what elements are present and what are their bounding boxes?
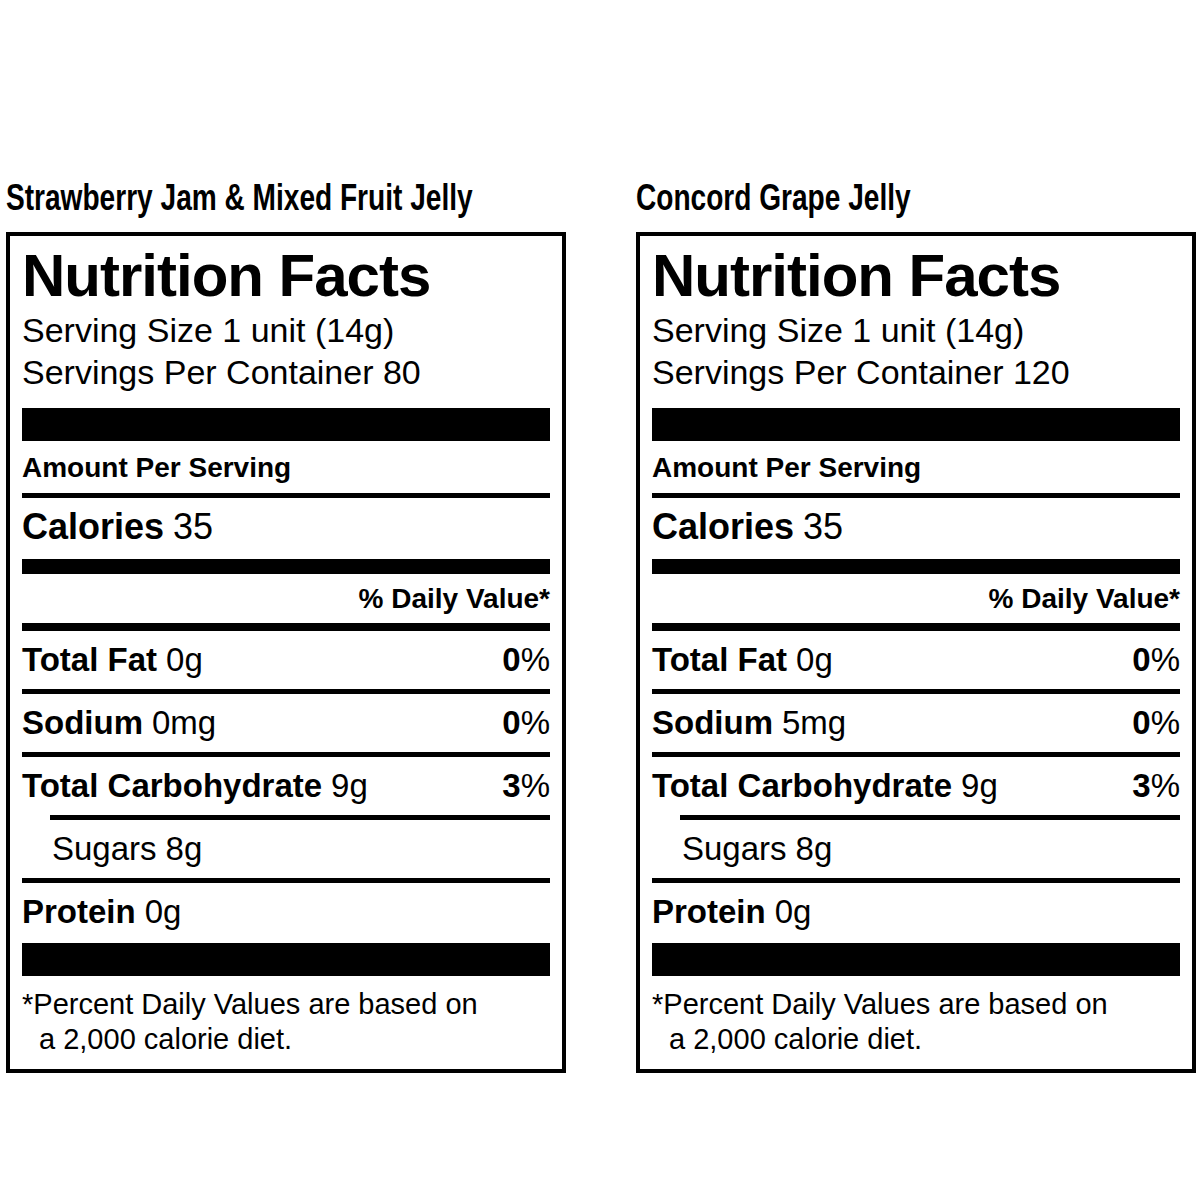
nutrient-percent: 3 (1132, 767, 1150, 804)
separator-bar-thick (652, 943, 1180, 976)
nutrient-amount: 0g (775, 893, 812, 930)
nutrient-name: Sodium (22, 704, 143, 741)
nutrient-name: Sugars (682, 830, 787, 867)
nutrient-percent-cell: 3% (1132, 767, 1180, 805)
amount-per-serving-label: Amount Per Serving (652, 441, 1180, 493)
nutrient-amount: 0g (796, 641, 833, 678)
footnote-line: *Percent Daily Values are based on (22, 987, 550, 1022)
nutrient-cell: Protein0g (652, 893, 811, 931)
servings-per-container-text: Servings Per Container 120 (652, 351, 1180, 394)
serving-size-text: Serving Size 1 unit (14g) (652, 309, 1180, 352)
separator-bar-thick (652, 408, 1180, 441)
nutrient-name: Sodium (652, 704, 773, 741)
daily-value-header: % Daily Value* (652, 574, 1180, 623)
nutrient-percent: 3 (502, 767, 520, 804)
nutrient-row-sodium: Sodium0mg 0% (22, 694, 550, 752)
nutrient-amount: 0mg (152, 704, 216, 741)
footnote: *Percent Daily Values are based on a 2,0… (22, 976, 550, 1057)
nutrient-name: Protein (652, 893, 766, 930)
nutrient-name: Total Fat (652, 641, 787, 678)
nutrient-cell: Total Carbohydrate9g (652, 767, 998, 805)
nutrient-row-protein: Protein0g (22, 883, 550, 941)
nutrient-row-total-carbohydrate: Total Carbohydrate9g 3% (652, 757, 1180, 815)
nutrient-cell: Sugars8g (52, 830, 202, 868)
nutrient-cell: Total Fat0g (22, 641, 203, 679)
daily-value-header: % Daily Value* (22, 574, 550, 623)
separator-bar-thick (22, 408, 550, 441)
nutrient-percent: 0 (1132, 641, 1150, 678)
nutrition-facts-heading: Nutrition Facts (652, 244, 1180, 307)
footnote-line: *Percent Daily Values are based on (652, 987, 1180, 1022)
nutrient-percent-cell: 0% (1132, 641, 1180, 679)
nutrition-label: Nutrition Facts Serving Size 1 unit (14g… (636, 232, 1196, 1073)
nutrient-row-sodium: Sodium5mg 0% (652, 694, 1180, 752)
nutrient-row-total-fat: Total Fat0g 0% (652, 631, 1180, 689)
nutrient-cell: Sugars8g (682, 830, 832, 868)
nutrient-amount: 0g (145, 893, 182, 930)
servings-per-container-text: Servings Per Container 80 (22, 351, 550, 394)
labels-container: Strawberry Jam & Mixed Fruit Jelly Nutri… (0, 0, 1200, 1073)
percent-sign: % (1151, 641, 1180, 678)
separator-bar-thick (22, 943, 550, 976)
product-title: Strawberry Jam & Mixed Fruit Jelly (6, 178, 443, 218)
nutrient-percent-cell: 3% (502, 767, 550, 805)
divider (22, 623, 550, 631)
footnote: *Percent Daily Values are based on a 2,0… (652, 976, 1180, 1057)
nutrient-percent-cell: 0% (502, 641, 550, 679)
separator-bar-medium (652, 559, 1180, 574)
calories-value: 35 (173, 506, 213, 547)
nutrient-cell: Sodium0mg (22, 704, 216, 742)
amount-per-serving-label: Amount Per Serving (22, 441, 550, 493)
serving-size-text: Serving Size 1 unit (14g) (22, 309, 550, 352)
calories-label: Calories (652, 506, 794, 547)
nutrient-cell: Sodium5mg (652, 704, 846, 742)
calories-row: Calories35 (22, 498, 550, 559)
calories-label: Calories (22, 506, 164, 547)
percent-sign: % (521, 641, 550, 678)
nutrient-percent-cell: 0% (1132, 704, 1180, 742)
label-column-grape: Concord Grape Jelly Nutrition Facts Serv… (636, 178, 1196, 1073)
calories-row: Calories35 (652, 498, 1180, 559)
nutrient-amount: 0g (166, 641, 203, 678)
nutrient-name: Protein (22, 893, 136, 930)
nutrient-cell: Total Carbohydrate9g (22, 767, 368, 805)
nutrient-row-protein: Protein0g (652, 883, 1180, 941)
nutrient-cell: Total Fat0g (652, 641, 833, 679)
nutrient-amount: 9g (331, 767, 368, 804)
nutrient-amount: 8g (796, 830, 833, 867)
nutrient-row-total-carbohydrate: Total Carbohydrate9g 3% (22, 757, 550, 815)
separator-bar-medium (22, 559, 550, 574)
product-title: Concord Grape Jelly (636, 178, 1073, 218)
nutrient-percent-cell: 0% (502, 704, 550, 742)
nutrient-amount: 5mg (782, 704, 846, 741)
nutrient-percent: 0 (1132, 704, 1150, 741)
nutrient-percent: 0 (502, 641, 520, 678)
percent-sign: % (1151, 704, 1180, 741)
nutrient-amount: 9g (961, 767, 998, 804)
nutrient-percent: 0 (502, 704, 520, 741)
nutrient-cell: Protein0g (22, 893, 181, 931)
nutrient-amount: 8g (166, 830, 203, 867)
percent-sign: % (1151, 767, 1180, 804)
nutrition-facts-heading: Nutrition Facts (22, 244, 550, 307)
sub-nutrient-row-sugars: Sugars8g (22, 820, 550, 878)
footnote-line: a 2,000 calorie diet. (669, 1022, 1180, 1057)
nutrition-label: Nutrition Facts Serving Size 1 unit (14g… (6, 232, 566, 1073)
footnote-line: a 2,000 calorie diet. (39, 1022, 550, 1057)
nutrient-name: Total Fat (22, 641, 157, 678)
calories-value: 35 (803, 506, 843, 547)
divider (652, 623, 1180, 631)
label-column-strawberry: Strawberry Jam & Mixed Fruit Jelly Nutri… (6, 178, 566, 1073)
percent-sign: % (521, 767, 550, 804)
percent-sign: % (521, 704, 550, 741)
nutrient-name: Total Carbohydrate (652, 767, 952, 804)
nutrient-name: Total Carbohydrate (22, 767, 322, 804)
sub-nutrient-row-sugars: Sugars8g (652, 820, 1180, 878)
nutrient-name: Sugars (52, 830, 157, 867)
nutrient-row-total-fat: Total Fat0g 0% (22, 631, 550, 689)
